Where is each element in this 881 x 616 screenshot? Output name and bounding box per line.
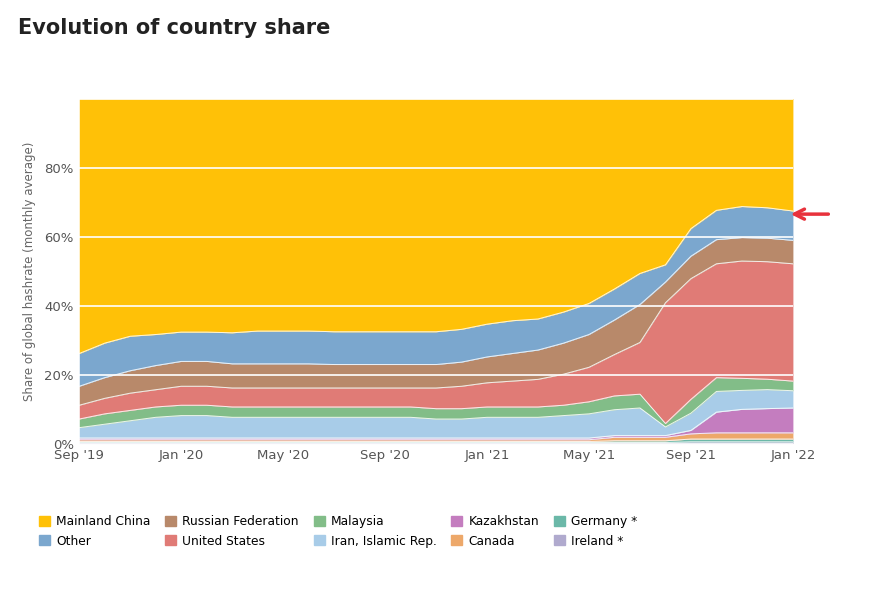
Text: Evolution of country share: Evolution of country share — [18, 18, 330, 38]
Legend: Mainland China, Other, Russian Federation, United States, Malaysia, Iran, Islami: Mainland China, Other, Russian Federatio… — [35, 512, 640, 551]
Y-axis label: Share of global hashrate (monthly average): Share of global hashrate (monthly averag… — [23, 141, 36, 401]
